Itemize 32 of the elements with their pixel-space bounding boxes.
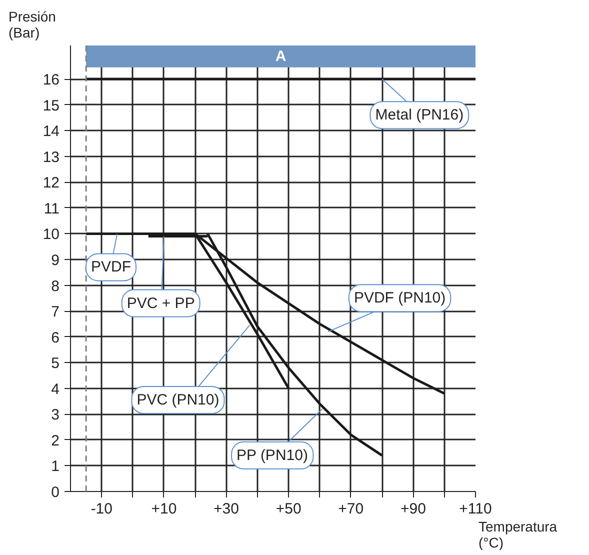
x-tick-label: +50: [276, 500, 302, 518]
y-tick-label: 4: [51, 380, 60, 398]
x-tick-label: +110: [459, 500, 492, 518]
band-label: A: [275, 48, 286, 66]
y-tick-label: 11: [44, 200, 60, 218]
y-tick-label: 7: [51, 304, 60, 321]
annotation: PVC (PN10): [136, 391, 220, 408]
y-tick-label: 1: [51, 458, 60, 476]
y-tick-label: 14: [42, 123, 60, 140]
y-tick-label: 2: [51, 432, 60, 450]
y-tick-label: 12: [42, 174, 60, 192]
y-tick-label: 5: [51, 355, 60, 372]
annotation: PVC + PP: [126, 294, 195, 312]
y-tick-label: 16: [42, 72, 60, 89]
y-tick-label: 9: [51, 252, 60, 269]
annotation: Metal (PN16): [375, 106, 464, 124]
x-tick-label: -10: [90, 500, 112, 518]
y-axis-title: Presión (Bar): [8, 8, 56, 40]
y-tick-label: 13: [42, 148, 60, 166]
annotation: PVDF: [91, 258, 132, 276]
y-tick-label: 8: [51, 278, 60, 295]
y-tick-label: 3: [51, 406, 60, 424]
annotation: PP (PN10): [236, 446, 308, 464]
y-tick-label: 10: [42, 226, 60, 244]
x-tick-label: +30: [214, 500, 239, 518]
y-tick-label: 6: [51, 329, 60, 346]
y-tick-label: 0: [51, 484, 60, 501]
x-tick-label: +90: [400, 500, 426, 518]
x-tick-label: +70: [338, 500, 364, 518]
annotation: PVDF (PN10): [354, 290, 446, 307]
y-tick-label: 15: [42, 97, 60, 114]
x-tick-label: +10: [151, 500, 177, 518]
